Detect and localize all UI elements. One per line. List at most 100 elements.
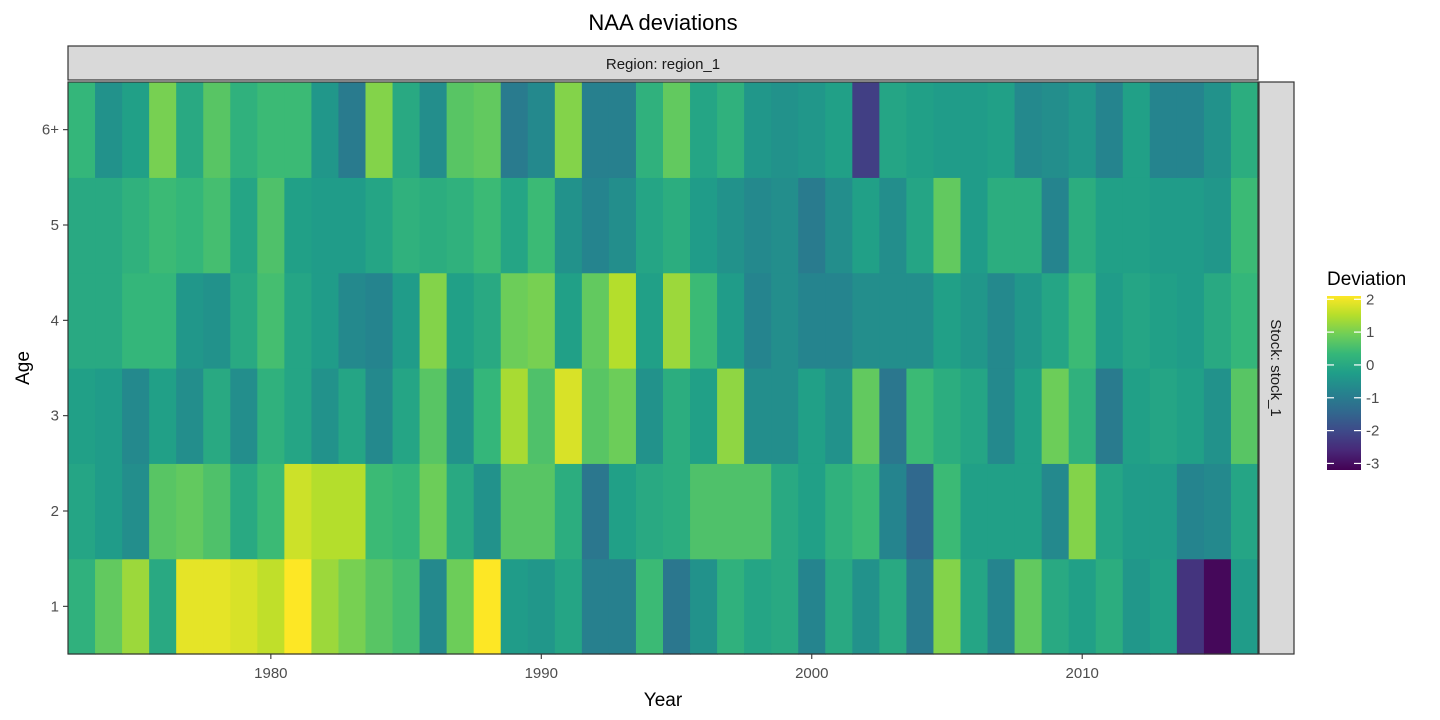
heatmap-cell: [825, 177, 853, 274]
heatmap-cell: [473, 82, 502, 178]
heatmap-cell: [798, 82, 826, 178]
heatmap-cell: [473, 368, 502, 464]
heatmap-cell: [1095, 463, 1124, 560]
heatmap-cell: [690, 368, 718, 464]
heatmap-cell: [365, 558, 394, 655]
heatmap-cell: [581, 272, 610, 369]
x-axis-label: Year: [644, 690, 683, 711]
heatmap-cell: [500, 368, 529, 464]
heatmap-cell: [933, 558, 962, 655]
heatmap-cell: [1041, 82, 1070, 178]
colorbar-tick-label: 1: [1366, 324, 1374, 341]
heatmap-cell: [230, 368, 258, 464]
heatmap-cell: [1095, 368, 1124, 464]
heatmap-cell: [500, 177, 529, 274]
heatmap-cell: [771, 272, 799, 369]
heatmap-cell: [419, 82, 448, 178]
heatmap-cell: [663, 463, 691, 560]
heatmap-cell: [392, 368, 421, 464]
stock-strip-label: Stock: stock_1: [1267, 319, 1284, 417]
heatmap-cell: [1203, 368, 1232, 464]
heatmap-cell: [1014, 463, 1043, 560]
heatmap-cell: [1068, 272, 1097, 369]
heatmap-cell: [203, 272, 231, 369]
heatmap-cell: [500, 558, 529, 655]
heatmap-cell: [771, 463, 799, 560]
heatmap-cell: [1149, 463, 1178, 560]
heatmap-cell: [635, 177, 664, 274]
heatmap-cell: [825, 558, 853, 655]
heatmap-cell: [1014, 82, 1043, 178]
heatmap-cell: [1203, 82, 1232, 178]
heatmap-cell: [1095, 558, 1124, 655]
heatmap-cell: [1230, 272, 1259, 369]
heatmap-cell: [554, 272, 583, 369]
heatmap-cell: [554, 463, 583, 560]
colorbar-gradient: [1327, 296, 1361, 470]
heatmap-cell: [1230, 82, 1259, 178]
heatmap-cell: [608, 558, 637, 655]
colorbar-title: Deviation: [1327, 269, 1406, 290]
heatmap-cell: [825, 82, 853, 178]
heatmap-cell: [419, 558, 448, 655]
heatmap-cell: [608, 272, 637, 369]
heatmap-cell: [663, 368, 691, 464]
heatmap-cell: [284, 558, 313, 655]
heatmap-cell: [176, 272, 204, 369]
heatmap-cell: [446, 177, 475, 274]
heatmap-cell: [1041, 558, 1070, 655]
heatmap-cell: [771, 177, 799, 274]
colorbar-tick-label: -3: [1366, 455, 1379, 472]
heatmap-cell: [906, 558, 935, 655]
heatmap-cell: [365, 272, 394, 369]
heatmap-cell: [608, 368, 637, 464]
heatmap-cell: [554, 368, 583, 464]
heatmap-cell: [419, 177, 448, 274]
heatmap-cell: [1176, 177, 1205, 274]
x-tick-label: 1980: [254, 665, 287, 682]
heatmap-cell: [581, 368, 610, 464]
heatmap-cell: [771, 368, 799, 464]
heatmap-cell: [987, 368, 1016, 464]
heatmap-cell: [798, 177, 826, 274]
heatmap-cell: [527, 82, 556, 178]
heatmap-cell: [176, 463, 204, 560]
heatmap-cell: [987, 272, 1016, 369]
heatmap-cell: [176, 177, 204, 274]
heatmap-cell: [744, 463, 772, 560]
heatmap-cell: [635, 463, 664, 560]
heatmap-cell: [635, 368, 664, 464]
heatmap-cell: [176, 368, 204, 464]
heatmap-cell: [365, 368, 394, 464]
heatmap-cell: [311, 558, 340, 655]
heatmap-cell: [852, 558, 880, 655]
heatmap-cell: [1230, 463, 1259, 560]
heatmap-cell: [338, 82, 367, 178]
heatmap-cell: [581, 558, 610, 655]
heatmap-cell: [419, 368, 448, 464]
heatmap-cell: [717, 272, 745, 369]
heatmap-cell: [960, 368, 989, 464]
heatmap-cell: [581, 463, 610, 560]
heatmap-cell: [500, 272, 529, 369]
y-axis-label: Age: [13, 351, 34, 385]
heatmap-cell: [149, 272, 177, 369]
heatmap-cell: [554, 177, 583, 274]
heatmap-cell: [527, 463, 556, 560]
heatmap-cell: [744, 82, 772, 178]
heatmap-cell: [852, 177, 880, 274]
heatmap-cell: [203, 558, 231, 655]
heatmap-cell: [663, 558, 691, 655]
heatmap-cell: [798, 463, 826, 560]
heatmap-cell: [446, 368, 475, 464]
heatmap-cell: [311, 272, 340, 369]
heatmap-cell: [690, 272, 718, 369]
heatmap-cell: [392, 463, 421, 560]
heatmap-cell: [95, 463, 123, 560]
heatmap-cell: [1122, 82, 1151, 178]
heatmap-cell: [392, 558, 421, 655]
heatmap-cell: [744, 558, 772, 655]
heatmap-cell: [635, 272, 664, 369]
heatmap-cell: [906, 272, 935, 369]
heatmap-cell: [825, 463, 853, 560]
